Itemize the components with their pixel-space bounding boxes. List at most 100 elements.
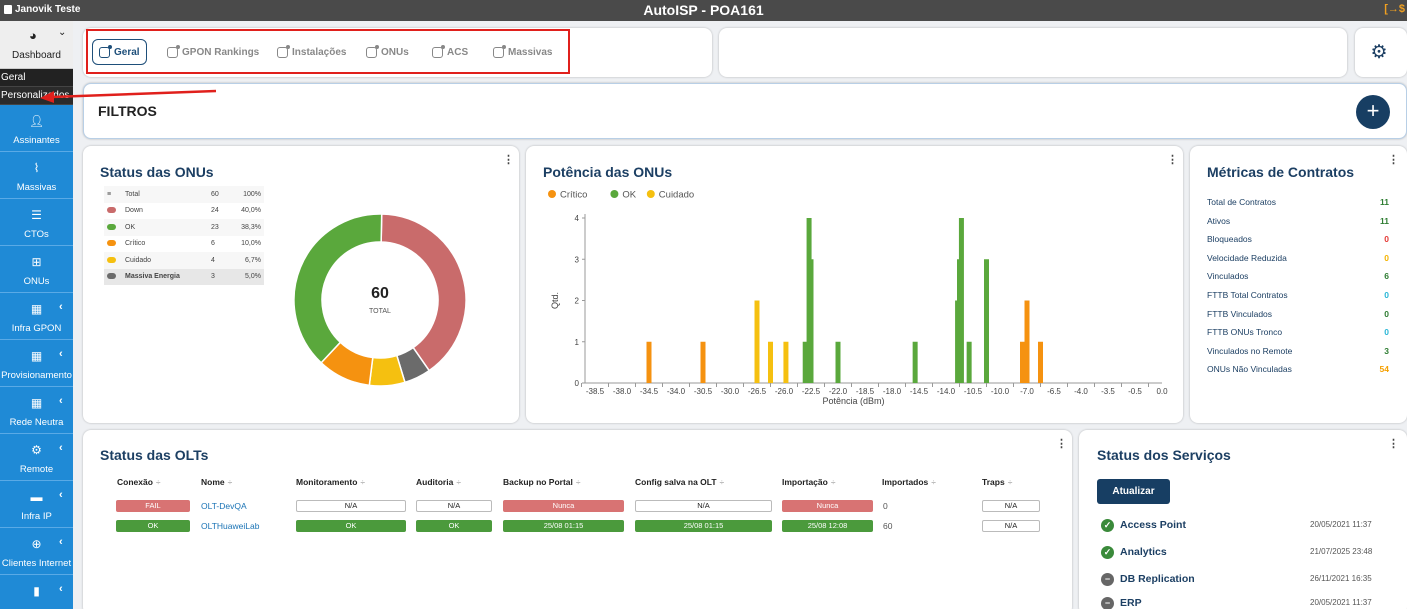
x-tick-label: -26.5 — [748, 387, 767, 396]
sidebar-subitem-geral[interactable]: Geral — [0, 69, 73, 87]
sidebar-item-onus[interactable]: ⊞ ONUs — [0, 246, 73, 293]
sidebar-item-label: CTOs — [24, 229, 49, 240]
bar-ok[interactable] — [966, 341, 972, 383]
sidebar-item-clientes-internet[interactable]: ⊕ ‹ Clientes Internet — [0, 528, 73, 575]
metric-row[interactable]: FTTB Vinculados 0 — [1207, 309, 1389, 321]
potencia-onus-card — [526, 146, 1183, 423]
metric-row[interactable]: Velocidade Reduzida 0 — [1207, 253, 1389, 265]
sort-icon: ÷ — [575, 477, 581, 487]
metric-row[interactable]: ONUs Não Vinculadas 54 — [1207, 364, 1389, 376]
sidebar-item-rede-neutra[interactable]: ▦ ‹ Rede Neutra — [0, 387, 73, 434]
tab-massivas[interactable]: Massivas — [487, 39, 558, 65]
legend-name: Massiva Energia — [125, 273, 180, 281]
legend-row[interactable]: Cuidado 4 6,7% — [104, 252, 264, 269]
legend-row[interactable]: Crítico 6 10,0% — [104, 236, 264, 253]
potencia-chart: Crítico OK Cuidado 0 1 2 3 4 -38.5 -38.0 -34.5 -34.… — [548, 190, 1168, 406]
column-header-importacao[interactable]: Importação ÷ — [782, 477, 836, 487]
bar-ok[interactable] — [984, 259, 989, 383]
sitemap-icon: ⊞ — [31, 255, 42, 269]
sidebar-item-infra-gpon[interactable]: ▦ ‹ Infra GPON — [0, 293, 73, 340]
bar-crítico[interactable] — [1038, 341, 1043, 383]
column-header-config[interactable]: Config salva na OLT ÷ — [635, 477, 724, 487]
kebab-menu-icon[interactable]: ⋮ — [503, 154, 514, 166]
metric-row[interactable]: Vinculados no Remote 3 — [1207, 346, 1389, 358]
bar-cuidado[interactable] — [754, 300, 760, 384]
status-olts-title: Status das OLTs — [100, 447, 209, 463]
sidebar-subitem-personalizados[interactable]: Personalizados — [0, 87, 73, 105]
metric-row[interactable]: Bloqueados 0 — [1207, 234, 1389, 246]
sidebar-item-provisionamento[interactable]: ▦ ‹ Provisionamento — [0, 340, 73, 387]
column-header-traps[interactable]: Traps ÷ — [982, 477, 1012, 487]
column-header-nome[interactable]: Nome ÷ — [201, 477, 232, 487]
kebab-menu-icon[interactable]: ⋮ — [1167, 154, 1178, 166]
onu-status-legend: ≡ Total 60 100% Down 24 40,0% OK 23 38,3% Críti… — [104, 186, 264, 285]
sidebar-item-assinantes[interactable]: 👤︎ Assinantes — [0, 105, 73, 152]
sort-icon: ÷ — [1007, 477, 1013, 487]
y-tick-label: 3 — [575, 255, 580, 264]
x-tick-label: -22.5 — [802, 387, 821, 396]
metric-value: 0 — [1384, 308, 1389, 319]
atualizar-button[interactable]: Atualizar — [1097, 479, 1170, 504]
sidebar-item-file[interactable]: ▮ ‹ — [0, 575, 73, 609]
service-item[interactable]: ✓ Access Point 20/05/2021 11:37 — [1101, 519, 1381, 533]
metric-value: 54 — [1379, 364, 1389, 375]
legend-name: OK — [125, 223, 136, 231]
bar-crítico[interactable] — [1020, 341, 1025, 383]
column-header-importados[interactable]: Importados ÷ — [882, 477, 936, 487]
gear-icon[interactable]: ⚙ — [1370, 42, 1388, 63]
tab-onus[interactable]: ONUs — [360, 39, 415, 65]
bar-cuidado[interactable] — [768, 341, 773, 383]
sidebar-item-massivas[interactable]: ⌇ Massivas — [0, 152, 73, 199]
bar-crítico[interactable] — [700, 341, 706, 383]
sidebar-item-remote[interactable]: ⚙ ‹ Remote — [0, 434, 73, 481]
kebab-menu-icon[interactable]: ⋮ — [1388, 154, 1399, 166]
sidebar-item-ctos[interactable]: ☰ CTOs — [0, 199, 73, 246]
column-header-monitoramento[interactable]: Monitoramento ÷ — [296, 477, 365, 487]
sidebar-item-dashboard[interactable]: ◕ ⌄ Dashboard — [0, 21, 73, 69]
bar-ok[interactable] — [912, 341, 918, 383]
bar-ok[interactable] — [835, 341, 841, 383]
bar-ok[interactable] — [808, 259, 814, 383]
bar-ok[interactable] — [958, 218, 964, 383]
metric-row[interactable]: Ativos 11 — [1207, 216, 1389, 228]
legend-row[interactable]: Down 24 40,0% — [104, 203, 264, 220]
legend-pct: 100% — [243, 190, 261, 198]
column-header-auditoria[interactable]: Auditoria ÷ — [416, 477, 461, 487]
service-item[interactable]: − ERP 20/05/2021 11:37 — [1101, 597, 1381, 609]
tab-geral[interactable]: Geral — [92, 39, 147, 65]
add-filter-button[interactable]: + — [1356, 95, 1390, 129]
service-item[interactable]: ✓ Analytics 21/07/2025 23:48 — [1101, 546, 1381, 560]
legend-row[interactable]: ≡ Total 60 100% — [104, 186, 264, 203]
legend-row[interactable]: Massiva Energia 3 5,0% — [104, 268, 264, 285]
donut-slice-ok[interactable] — [293, 213, 383, 364]
tab-gpon-rankings[interactable]: GPON Rankings — [161, 39, 265, 65]
bar-crítico[interactable] — [1024, 300, 1030, 384]
metric-row[interactable]: FTTB Total Contratos 0 — [1207, 290, 1389, 302]
logout-icon[interactable]: [→$ — [1384, 3, 1405, 15]
tab-instalacoes[interactable]: Instalações — [271, 39, 352, 65]
legend-pct: 5,0% — [245, 273, 261, 281]
dashboard-icon: ◕ — [29, 28, 37, 43]
metric-row[interactable]: Total de Contratos 11 — [1207, 197, 1389, 209]
metric-row[interactable]: FTTB ONUs Tronco 0 — [1207, 327, 1389, 339]
tab-acs[interactable]: ACS — [426, 39, 474, 65]
kebab-menu-icon[interactable]: ⋮ — [1388, 438, 1399, 450]
column-header-conexao[interactable]: Conexão ÷ — [117, 477, 161, 487]
olt-name-link[interactable]: OLT-DevQA — [201, 501, 247, 511]
legend-row[interactable]: OK 23 38,3% — [104, 219, 264, 236]
service-item[interactable]: − DB Replication 26/11/2021 16:35 — [1101, 573, 1381, 587]
olt-name-link[interactable]: OLTHuaweiLab — [201, 521, 260, 531]
legend-name: Crítico — [125, 240, 146, 248]
bar-ok[interactable] — [802, 341, 808, 383]
sidebar-item-infra-ip[interactable]: ▬ ‹ Infra IP — [0, 481, 73, 528]
chevron-left-icon: ‹ — [59, 489, 63, 501]
donut-slice-down[interactable] — [380, 213, 467, 372]
metric-row[interactable]: Vinculados 6 — [1207, 271, 1389, 283]
bar-crítico[interactable] — [646, 341, 652, 383]
potencia-onus-title: Potência das ONUs — [543, 164, 673, 180]
kebab-menu-icon[interactable]: ⋮ — [1056, 438, 1067, 450]
user-menu[interactable]: Janovik Teste — [4, 4, 80, 15]
column-header-backup[interactable]: Backup no Portal ÷ — [503, 477, 581, 487]
service-date: 26/11/2021 16:35 — [1310, 574, 1372, 583]
bar-cuidado[interactable] — [783, 341, 789, 383]
